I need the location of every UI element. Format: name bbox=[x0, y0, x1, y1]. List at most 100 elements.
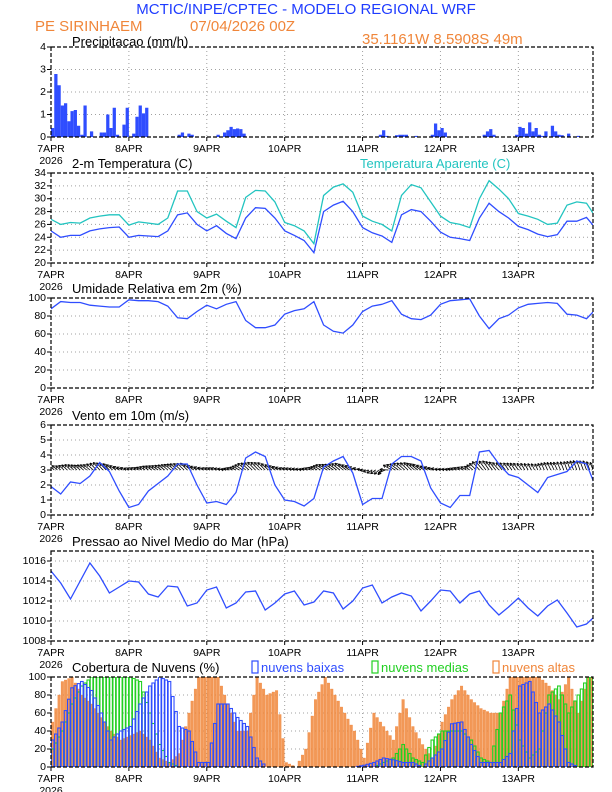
cloud-bar-nuvens-altas bbox=[307, 732, 311, 767]
wind-arrow-head bbox=[523, 463, 528, 467]
precip-bar bbox=[401, 134, 405, 137]
precip-bar bbox=[125, 107, 129, 137]
precip-bar bbox=[544, 131, 548, 137]
y-tick-label: 34 bbox=[34, 167, 46, 179]
wind-arrow-head bbox=[275, 466, 279, 470]
y-tick-label: 30 bbox=[34, 193, 46, 205]
x-tick-label: 8APR bbox=[115, 647, 143, 659]
cloud-bar-nuvens-baixas bbox=[102, 721, 107, 767]
wind-arrow bbox=[393, 462, 402, 471]
precip-bar bbox=[232, 129, 236, 137]
wind-arrow bbox=[464, 465, 470, 471]
wind-arrow-head bbox=[589, 462, 593, 466]
panel-precipitation: 0 1 2 3 4 Precipitacao (mm/h) 7APR 8APR 9APR 10AP… bbox=[37, 34, 594, 167]
cloud-bar-nuvens-baixas bbox=[423, 763, 428, 767]
legend-swatch bbox=[492, 660, 500, 674]
wind-arrow-head bbox=[463, 465, 468, 470]
wind-arrow bbox=[482, 460, 490, 471]
precip-bar bbox=[430, 134, 434, 137]
wind-arrow bbox=[226, 467, 233, 471]
cloud-bar-nuvens-baixas bbox=[495, 761, 500, 767]
cloud-bar-nuvens-baixas bbox=[154, 679, 159, 767]
wind-arrow-head bbox=[450, 467, 454, 471]
cloud-bar-nuvens-baixas bbox=[492, 761, 496, 767]
wind-arrow-head bbox=[278, 467, 282, 471]
precip-bar bbox=[528, 122, 532, 137]
wind-arrow bbox=[379, 469, 389, 471]
wind-arrow bbox=[556, 461, 561, 471]
cloud-bar-nuvens-baixas bbox=[404, 761, 409, 767]
wind-arrow-head bbox=[447, 467, 451, 471]
cloud-bar-nuvens-baixas bbox=[235, 716, 240, 767]
cloud-bar-nuvens-altas bbox=[340, 706, 343, 767]
cloud-bar-nuvens-altas bbox=[271, 691, 275, 767]
wind-arrow bbox=[363, 469, 370, 473]
cloud-bar-nuvens-baixas bbox=[566, 761, 571, 767]
precip-bar bbox=[531, 131, 535, 137]
cloud-bar-nuvens-baixas bbox=[573, 764, 578, 767]
wind-arrow-head bbox=[151, 465, 155, 469]
y-tick-label: 0 bbox=[40, 509, 46, 521]
wind-arrow-head bbox=[288, 467, 292, 471]
cloud-bar-nuvens-baixas bbox=[190, 740, 195, 767]
series-line-pressure-0 bbox=[51, 561, 593, 628]
cloud-bar-nuvens-medias bbox=[505, 700, 509, 767]
precip-bar bbox=[524, 133, 529, 137]
precip-bar bbox=[440, 128, 444, 137]
cloud-bar-nuvens-medias bbox=[105, 677, 110, 767]
x-tick-label: 12APR bbox=[424, 647, 458, 659]
cloud-bar-nuvens-altas bbox=[395, 726, 399, 767]
cloud-bar-nuvens-medias bbox=[583, 682, 587, 767]
wind-arrow-head bbox=[217, 467, 221, 471]
plot-frame bbox=[50, 550, 594, 642]
cloud-bar-nuvens-baixas bbox=[417, 764, 422, 767]
cloud-bar-nuvens-baixas bbox=[475, 755, 480, 767]
cloud-bar-nuvens-baixas bbox=[203, 761, 208, 767]
wind-arrow-head bbox=[213, 467, 218, 471]
precip-bar bbox=[489, 129, 493, 137]
cloud-bar-nuvens-altas bbox=[408, 717, 412, 767]
precip-bar bbox=[537, 134, 542, 137]
precip-bar bbox=[109, 128, 113, 137]
cloud-bar-nuvens-baixas bbox=[479, 761, 483, 767]
cloud-bar-nuvens-baixas bbox=[258, 760, 263, 767]
precip-bar bbox=[229, 126, 233, 137]
precip-bar bbox=[515, 134, 519, 137]
cloud-bar-nuvens-altas bbox=[314, 699, 317, 767]
cloud-bar-nuvens-medias bbox=[570, 706, 574, 767]
legend-swatch bbox=[251, 660, 259, 674]
panel-humidity: 0 20 40 60 80 100 Umidade Relativa em 2m (%) 7A… bbox=[28, 281, 594, 418]
cloud-bar-nuvens-altas bbox=[349, 724, 353, 767]
cloud-bar-nuvens-baixas bbox=[213, 722, 217, 767]
cloud-bar-nuvens-altas bbox=[346, 718, 350, 767]
series-line-temperature-1 bbox=[51, 179, 593, 246]
cloud-bar-nuvens-baixas bbox=[209, 742, 214, 767]
wind-arrow-head bbox=[310, 466, 314, 470]
wind-arrow-head bbox=[51, 465, 56, 469]
x-tick-label: 11APR bbox=[346, 773, 379, 785]
x-tick-label: 13APR bbox=[502, 269, 536, 281]
y-tick-label: 24 bbox=[34, 231, 46, 243]
wind-arrow bbox=[190, 465, 198, 471]
wind-arrow-head bbox=[123, 467, 127, 471]
cloud-bar-nuvens-altas bbox=[291, 765, 295, 767]
x-tick-label: 9APR bbox=[193, 269, 221, 281]
cloud-bar-nuvens-baixas bbox=[144, 691, 149, 767]
wind-arrow-head bbox=[488, 461, 493, 465]
x-tick-label: 13APR bbox=[502, 773, 536, 785]
wind-arrow bbox=[312, 465, 321, 471]
series-line-humidity-0 bbox=[51, 298, 593, 334]
wind-arrow-head bbox=[116, 466, 120, 470]
cloud-bar-nuvens-altas bbox=[301, 754, 304, 767]
cloud-bar-nuvens-baixas bbox=[66, 698, 71, 767]
cloud-bar-nuvens-baixas bbox=[161, 677, 165, 767]
x-year-label: 2026 bbox=[39, 406, 63, 418]
cloud-bar-nuvens-baixas bbox=[547, 703, 552, 767]
wind-arrow-head bbox=[482, 460, 486, 464]
y-tick-label: 1014 bbox=[23, 575, 47, 587]
wind-arrow bbox=[142, 465, 149, 471]
wind-arrow-head bbox=[466, 464, 470, 468]
cloud-bar-nuvens-altas bbox=[362, 757, 366, 767]
cloud-bar-nuvens-altas bbox=[479, 708, 483, 767]
cloud-bar-nuvens-altas bbox=[275, 690, 279, 767]
